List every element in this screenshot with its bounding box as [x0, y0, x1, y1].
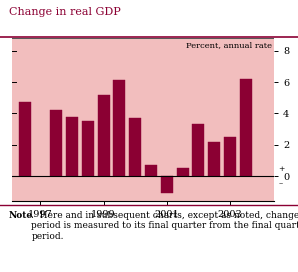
Bar — [50, 110, 62, 176]
Text: Change in real GDP: Change in real GDP — [9, 7, 121, 17]
Text: +: + — [278, 165, 285, 173]
Bar — [192, 124, 204, 176]
Text: Note: Note — [9, 211, 33, 220]
Text: –: – — [278, 179, 283, 187]
Bar — [224, 137, 236, 176]
Text: Percent, annual rate: Percent, annual rate — [186, 41, 271, 49]
Bar — [97, 95, 110, 176]
Bar — [161, 176, 173, 193]
Bar — [66, 116, 78, 176]
Bar — [129, 118, 141, 176]
Bar — [18, 103, 31, 176]
Text: .  Here and in subsequent charts, except as noted, change for a given
period is : . Here and in subsequent charts, except … — [31, 211, 298, 241]
Bar — [113, 81, 125, 176]
Bar — [82, 121, 94, 176]
Bar — [145, 165, 157, 176]
Bar — [208, 142, 220, 176]
Bar — [240, 79, 252, 176]
Bar — [176, 168, 189, 176]
